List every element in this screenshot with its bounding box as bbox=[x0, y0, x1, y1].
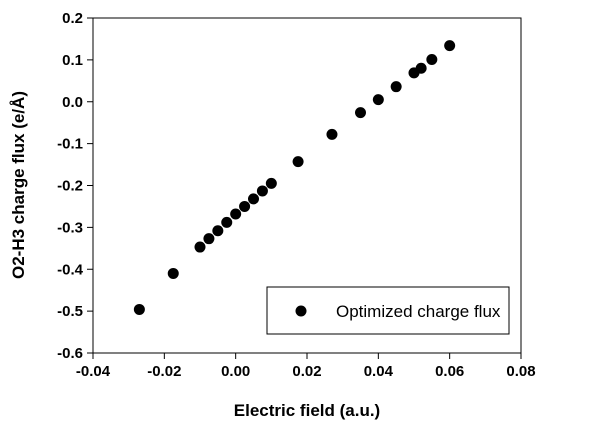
x-tick-label: -0.02 bbox=[147, 363, 181, 380]
data-point bbox=[373, 94, 384, 105]
x-tick-label: 0.00 bbox=[221, 363, 250, 380]
y-tick-label: -0.6 bbox=[57, 345, 83, 362]
y-axis-title: O2-H3 charge flux (e/Å) bbox=[9, 91, 28, 279]
legend-marker bbox=[296, 306, 307, 317]
legend-label: Optimized charge flux bbox=[336, 302, 501, 321]
data-point bbox=[416, 63, 427, 74]
data-point bbox=[230, 208, 241, 219]
y-tick-label: -0.1 bbox=[57, 136, 83, 153]
x-tick-label: 0.06 bbox=[435, 363, 464, 380]
x-tick-label: -0.04 bbox=[76, 363, 111, 380]
y-tick-label: -0.2 bbox=[57, 178, 83, 195]
y-tick-label: 0.0 bbox=[62, 94, 83, 111]
y-tick-label: 0.1 bbox=[62, 52, 83, 69]
data-point bbox=[212, 225, 223, 236]
legend: Optimized charge flux bbox=[267, 287, 509, 334]
x-tick-label: 0.04 bbox=[364, 363, 394, 380]
y-tick-label: -0.3 bbox=[57, 219, 83, 236]
data-point bbox=[355, 107, 366, 118]
y-tick-label: 0.2 bbox=[62, 10, 83, 27]
data-point bbox=[266, 178, 277, 189]
y-tick-label: -0.5 bbox=[57, 303, 83, 320]
data-point bbox=[134, 304, 145, 315]
y-tick-label: -0.4 bbox=[57, 261, 84, 278]
data-point bbox=[391, 81, 402, 92]
data-point bbox=[326, 129, 337, 140]
data-point bbox=[203, 233, 214, 244]
data-point bbox=[444, 40, 455, 51]
x-tick-label: 0.08 bbox=[506, 363, 535, 380]
data-point bbox=[426, 54, 437, 65]
data-point bbox=[195, 242, 206, 253]
data-point bbox=[239, 201, 250, 212]
data-point bbox=[257, 185, 268, 196]
data-point bbox=[293, 156, 304, 167]
data-point bbox=[168, 268, 179, 279]
x-axis-title: Electric field (a.u.) bbox=[234, 401, 380, 420]
x-tick-label: 0.02 bbox=[292, 363, 321, 380]
data-point bbox=[221, 217, 232, 228]
data-points bbox=[134, 40, 455, 315]
data-point bbox=[248, 193, 259, 204]
